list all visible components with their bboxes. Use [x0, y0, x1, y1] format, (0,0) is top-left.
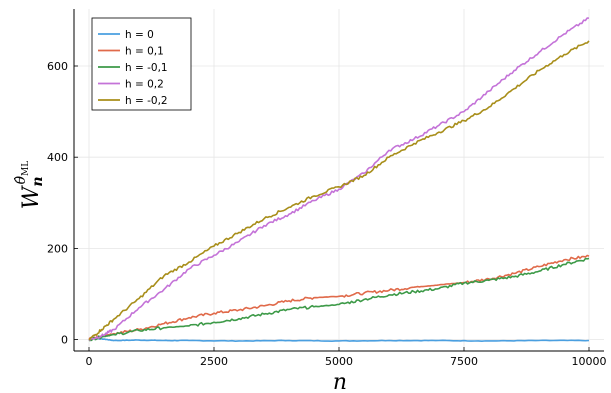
legend-label: h = 0,1	[125, 46, 164, 58]
y-axis-title-superscript-subscript: ML	[21, 161, 31, 176]
y-tick-label: 200	[47, 242, 68, 255]
x-tick-label: 0	[86, 355, 93, 368]
x-tick-label: 2500	[200, 355, 228, 368]
y-axis-title-superscript: θ̂	[13, 175, 29, 184]
legend-label: h = -0,1	[125, 62, 168, 74]
axes	[73, 9, 604, 352]
x-axis-title: n	[333, 370, 347, 393]
y-axis-title-base: W	[19, 184, 44, 209]
series-line	[88, 17, 590, 341]
y-tick-label: 0	[61, 334, 68, 347]
y-axis-title: Wnθ̂ML	[13, 161, 46, 209]
legend-label: h = -0,2	[125, 95, 168, 107]
y-tick-label: 600	[47, 60, 68, 73]
series-line	[88, 337, 590, 343]
tick-labels: 0 2500 5000 7500 10000 0 200 400 600	[47, 60, 607, 368]
y-axis-title-subscript: n	[30, 176, 46, 186]
legend-label: h = 0	[125, 29, 154, 41]
legend: h = 0 h = 0,1 h = -0,1 h = 0,2 h = -0,2	[91, 17, 192, 111]
x-tick-label: 5000	[325, 355, 353, 368]
series-layer	[88, 17, 590, 343]
series-line	[88, 254, 590, 340]
svg-text:Wnθ̂ML: Wnθ̂ML	[13, 161, 46, 209]
series-line	[88, 40, 590, 341]
x-tick-label: 7500	[450, 355, 478, 368]
y-tick-label: 400	[47, 151, 68, 164]
series-line	[88, 257, 590, 342]
x-tick-label: 10000	[572, 355, 607, 368]
legend-label: h = 0,2	[125, 79, 164, 91]
